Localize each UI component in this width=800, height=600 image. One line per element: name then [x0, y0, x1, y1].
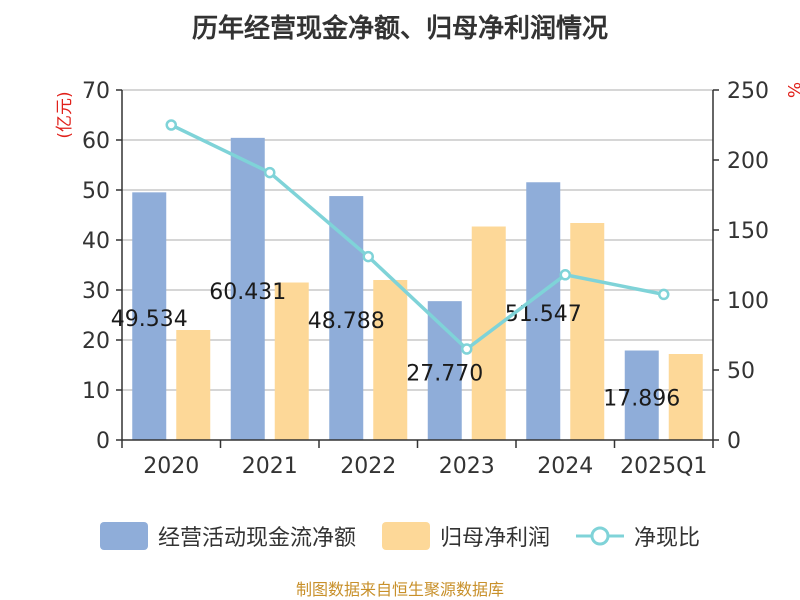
x-tick-label: 2024 — [537, 454, 593, 479]
bar-netprofit — [176, 330, 211, 440]
ratio-point — [461, 343, 473, 355]
bar-cashflow — [427, 301, 462, 440]
ratio-point — [165, 119, 177, 131]
legend-item-cashflow[interactable]: 经营活动现金流净额 — [99, 520, 356, 552]
bar-netprofit — [570, 223, 605, 440]
ratio-line — [170, 123, 665, 352]
ratio-point — [559, 269, 571, 281]
legend-label-ratio: 净现比 — [634, 526, 701, 551]
legend-item-netprofit[interactable]: 归母净利润 — [381, 520, 550, 552]
chart-title: 历年经营现金净额、归母净利润情况 — [191, 14, 608, 44]
legend: 经营活动现金流净额 归母净利润 净现比 — [0, 516, 800, 556]
left-tick-label: 50 — [82, 179, 110, 204]
right-tick-label: 0 — [727, 429, 741, 454]
bar-netprofit — [274, 282, 309, 440]
left-tick-label: 10 — [82, 379, 110, 404]
legend-label-cashflow: 经营活动现金流净额 — [157, 526, 356, 551]
bar-cashflow — [624, 350, 659, 440]
bar-data-label: 60.431 — [209, 280, 286, 305]
legend-swatch-cashflow — [99, 522, 148, 550]
right-axis-unit: % — [783, 82, 800, 98]
left-tick-label: 20 — [82, 329, 110, 354]
x-tick-label: 2021 — [242, 454, 298, 479]
left-axis-unit: (亿元) — [55, 91, 75, 138]
x-tick-label: 2025Q1 — [620, 454, 707, 479]
bar-data-label: 27.770 — [406, 362, 483, 387]
ratio-point — [264, 166, 276, 179]
legend-swatch-netprofit — [381, 522, 430, 550]
bar-netprofit — [668, 354, 703, 440]
right-tick-label: 250 — [727, 79, 769, 104]
left-tick-label: 70 — [82, 79, 110, 104]
bar-data-label: 49.534 — [111, 307, 188, 332]
bar-data-label: 51.547 — [505, 302, 582, 327]
left-tick-label: 40 — [82, 229, 110, 254]
ratio-point — [658, 288, 670, 301]
left-tick-label: 60 — [82, 129, 110, 154]
bar-cashflow — [132, 192, 167, 440]
left-tick-label: 30 — [82, 279, 110, 304]
bar-data-label: 17.896 — [603, 386, 680, 411]
right-tick-label: 100 — [727, 289, 769, 314]
right-tick-label: 50 — [727, 359, 755, 384]
bar-netprofit — [373, 280, 408, 440]
x-tick-label: 2020 — [143, 454, 199, 479]
right-tick-label: 200 — [727, 149, 769, 174]
right-tick-label: 150 — [727, 219, 769, 244]
bar-cashflow — [526, 182, 561, 440]
bar-data-label: 48.788 — [308, 309, 385, 334]
left-tick-label: 0 — [96, 429, 110, 454]
legend-label-netprofit: 归母净利润 — [439, 526, 550, 551]
legend-line-icon — [576, 526, 624, 546]
x-tick-label: 2022 — [340, 454, 396, 479]
legend-item-ratio[interactable]: 净现比 — [576, 520, 700, 552]
ratio-point — [362, 250, 374, 263]
x-tick-label: 2023 — [439, 454, 495, 479]
bar-cashflow — [230, 137, 265, 440]
source-note: 制图数据来自恒生聚源数据库 — [295, 580, 504, 599]
